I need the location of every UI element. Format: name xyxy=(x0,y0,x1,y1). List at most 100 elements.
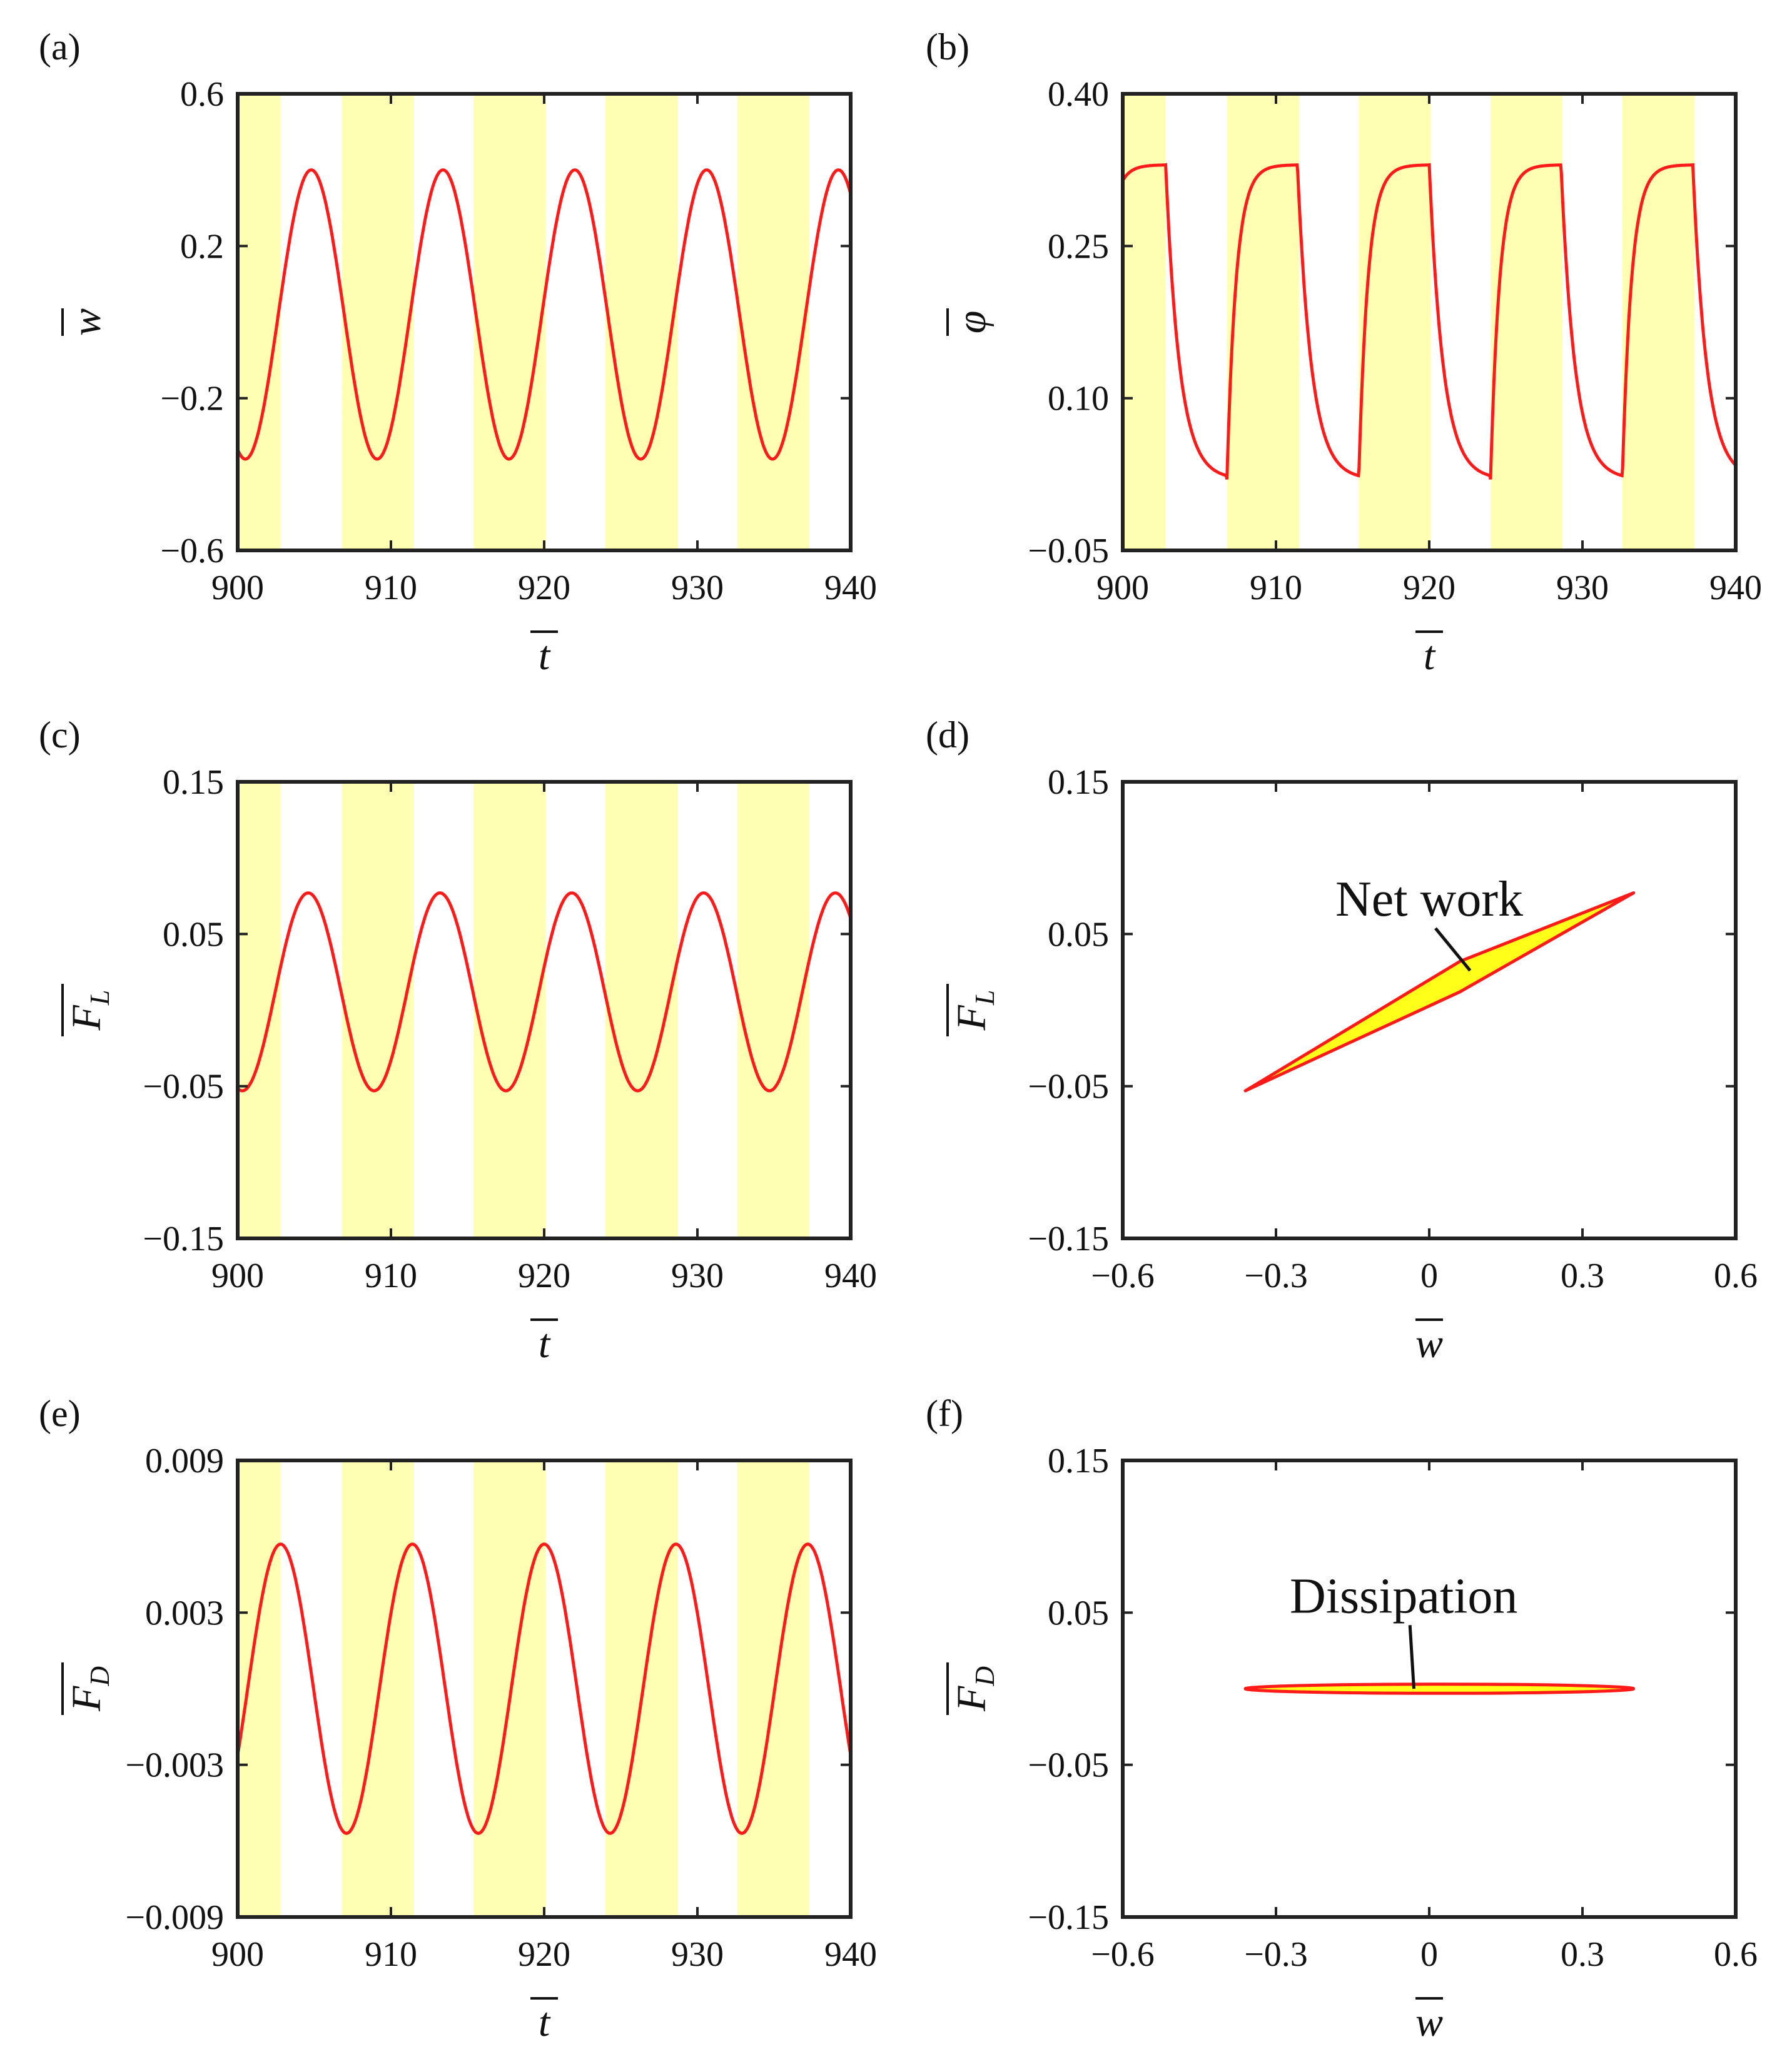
x-tick-label-d-1: −0.3 xyxy=(1244,1257,1308,1295)
plot-area-d xyxy=(1243,891,1636,1093)
panel-label-e: (e) xyxy=(39,1393,81,1434)
x-tick-label-a-3: 930 xyxy=(671,569,724,607)
y-axis-label-f: FD xyxy=(946,1662,1000,1715)
x-tick-label-b-2: 920 xyxy=(1403,569,1455,607)
x-tick-label-d-3: 0.3 xyxy=(1561,1257,1604,1295)
y-tick-label-a-1: 0.2 xyxy=(180,227,224,266)
y-tick-label-e-2: −0.003 xyxy=(125,1746,224,1785)
y-axis-label-c: FL xyxy=(61,984,115,1036)
y-tick-label-c-0: 0.15 xyxy=(163,763,224,802)
x-tick-label-a-4: 940 xyxy=(824,569,877,607)
x-tick-label-b-3: 930 xyxy=(1556,569,1609,607)
x-axis-label-c-text: t xyxy=(539,1321,551,1367)
y-axis-label-a-text: w xyxy=(64,308,109,336)
x-tick-label-f-4: 0.6 xyxy=(1714,1935,1758,1974)
y-axis-label-d-text: FL xyxy=(949,990,1000,1031)
y-tick-label-d-1: 0.05 xyxy=(1048,915,1109,954)
y-tick-label-a-2: −0.2 xyxy=(160,380,224,418)
x-axis-label-b-text: t xyxy=(1424,633,1436,679)
axes-frame-d xyxy=(1121,780,1738,1240)
shaded-band-a-3 xyxy=(605,94,678,550)
x-axis-label-e-text: t xyxy=(539,2000,551,2045)
x-tick-label-f-3: 0.3 xyxy=(1561,1935,1604,1974)
x-axis-label-c: t xyxy=(530,1318,558,1367)
x-tick-label-e-0: 900 xyxy=(211,1935,264,1974)
plot-area-b xyxy=(1123,94,1736,550)
dissipation-ellipse-f xyxy=(1243,1682,1636,1695)
x-tick-label-c-0: 900 xyxy=(211,1257,264,1295)
y-tick-label-c-3: −0.15 xyxy=(143,1220,224,1258)
shaded-band-a-1 xyxy=(342,94,414,550)
annotation-pointer-f xyxy=(1408,1625,1415,1689)
y-tick-label-d-0: 0.15 xyxy=(1048,763,1109,802)
shaded-band-b-2 xyxy=(1359,94,1431,550)
y-axis-label-b: φ xyxy=(946,308,995,336)
y-tick-label-d-3: −0.15 xyxy=(1028,1220,1109,1258)
shaded-band-a-0 xyxy=(238,94,281,550)
x-axis-label-b: t xyxy=(1415,630,1443,679)
x-tick-label-f-0: −0.6 xyxy=(1091,1935,1155,1974)
plot-area-e xyxy=(238,1460,851,1917)
x-tick-label-b-4: 940 xyxy=(1709,569,1762,607)
y-tick-label-b-3: −0.05 xyxy=(1028,532,1109,570)
y-axis-label-f-text: FD xyxy=(949,1666,1000,1712)
y-axis-label-c-text: FL xyxy=(64,990,115,1031)
plot-area-c xyxy=(238,782,851,1238)
y-tick-label-e-3: −0.009 xyxy=(125,1898,224,1937)
x-tick-label-c-4: 940 xyxy=(824,1257,877,1295)
shaded-band-a-4 xyxy=(737,94,809,550)
x-axis-label-d-text: w xyxy=(1415,1321,1443,1367)
y-axis-label-e: FD xyxy=(61,1662,115,1715)
y-axis-label-e-subscript: D xyxy=(84,1666,115,1687)
annotation-d: Net work xyxy=(1335,872,1523,927)
panel-label-b: (b) xyxy=(926,26,969,68)
x-tick-label-d-2: 0 xyxy=(1420,1257,1438,1295)
y-tick-label-f-2: −0.05 xyxy=(1028,1746,1109,1785)
series-line-e-0 xyxy=(238,1542,851,1835)
panel-b: (b) 900 910 920 930 940 0.40 0.25 0.10 −0.05 t φ xyxy=(926,26,1762,679)
x-tick-label-f-1: −0.3 xyxy=(1244,1935,1308,1974)
y-tick-label-a-0: 0.6 xyxy=(180,75,224,114)
hysteresis-loop-d xyxy=(1243,891,1636,1093)
x-tick-label-c-3: 930 xyxy=(671,1257,724,1295)
x-tick-label-a-2: 920 xyxy=(518,569,570,607)
panel-f: (f)−0.6 −0.3 0 0.3 0.60.150.05−0.05−0.15wFDD… xyxy=(926,1393,1758,2045)
x-axis-label-a-text: t xyxy=(539,633,551,679)
x-tick-label-e-2: 920 xyxy=(518,1935,570,1974)
y-tick-label-c-1: 0.05 xyxy=(163,915,224,954)
annotation-pointer-d xyxy=(1434,927,1472,972)
y-tick-label-b-0: 0.40 xyxy=(1048,75,1109,114)
shaded-band-b-1 xyxy=(1227,94,1299,550)
series-line-b-0 xyxy=(1123,163,1736,480)
y-axis-label-b-text: φ xyxy=(949,311,995,334)
panel-label-a: (a) xyxy=(39,26,81,68)
y-tick-label-b-2: 0.10 xyxy=(1048,380,1109,418)
panel-label-c: (c) xyxy=(39,714,81,756)
y-tick-label-d-2: −0.05 xyxy=(1028,1068,1109,1106)
x-tick-label-e-1: 910 xyxy=(365,1935,417,1974)
x-tick-label-e-3: 930 xyxy=(671,1935,724,1974)
y-tick-label-e-0: 0.009 xyxy=(145,1442,224,1480)
shaded-band-c-0 xyxy=(238,782,281,1238)
series-line-c-0 xyxy=(238,891,851,1093)
panel-a: (a) 900 910 920 930 940 0.6 0.2 −0.2 −0.6 t w xyxy=(39,26,877,679)
y-tick-label-f-3: −0.15 xyxy=(1028,1898,1109,1937)
y-axis-label-a: w xyxy=(61,308,109,336)
x-axis-label-e: t xyxy=(530,1997,558,2045)
x-tick-label-a-0: 900 xyxy=(211,569,264,607)
y-tick-label-f-1: 0.05 xyxy=(1048,1594,1109,1632)
y-axis-label-d: FL xyxy=(946,984,1000,1036)
x-tick-label-e-4: 940 xyxy=(824,1935,877,1974)
y-tick-label-e-1: 0.003 xyxy=(145,1594,224,1632)
y-axis-label-c-subscript: L xyxy=(84,990,115,1006)
series-line-a-0 xyxy=(238,168,851,461)
x-tick-label-c-2: 920 xyxy=(518,1257,570,1295)
x-tick-label-d-4: 0.6 xyxy=(1714,1257,1758,1295)
x-axis-label-f: w xyxy=(1415,1997,1443,2045)
plot-area-a xyxy=(238,94,851,550)
plot-area-f xyxy=(1243,1682,1636,1695)
panel-e: (e) 900 910 920 930 940 0.009 0.003 −0.003 −0.009… xyxy=(39,1393,877,2045)
y-tick-label-a-3: −0.6 xyxy=(160,532,224,570)
y-tick-label-f-0: 0.15 xyxy=(1048,1442,1109,1480)
